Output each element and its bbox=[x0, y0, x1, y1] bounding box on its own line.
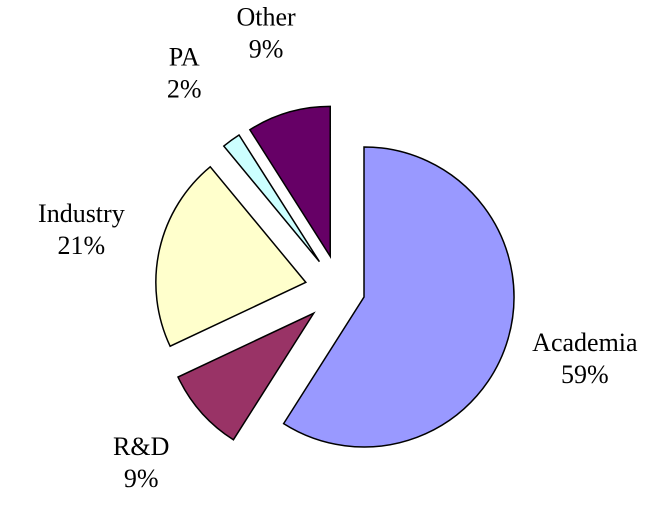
slice-value-label: 2% bbox=[167, 75, 202, 104]
pie-slice bbox=[177, 311, 316, 441]
pie-slice bbox=[282, 146, 515, 448]
pie-slice bbox=[222, 133, 321, 263]
slice-value-label: 59% bbox=[561, 360, 609, 389]
slice-label: R&D bbox=[113, 432, 169, 461]
slice-value-label: 21% bbox=[58, 231, 106, 260]
slice-label: PA bbox=[169, 43, 200, 72]
slice-value-label: 9% bbox=[124, 464, 159, 493]
slice-value-label: 9% bbox=[249, 34, 284, 63]
slice-label: Academia bbox=[532, 328, 638, 357]
pie-slice bbox=[155, 165, 308, 348]
slice-label: Other bbox=[236, 2, 296, 31]
pie-slice bbox=[248, 105, 331, 259]
slice-label: Industry bbox=[38, 199, 125, 228]
